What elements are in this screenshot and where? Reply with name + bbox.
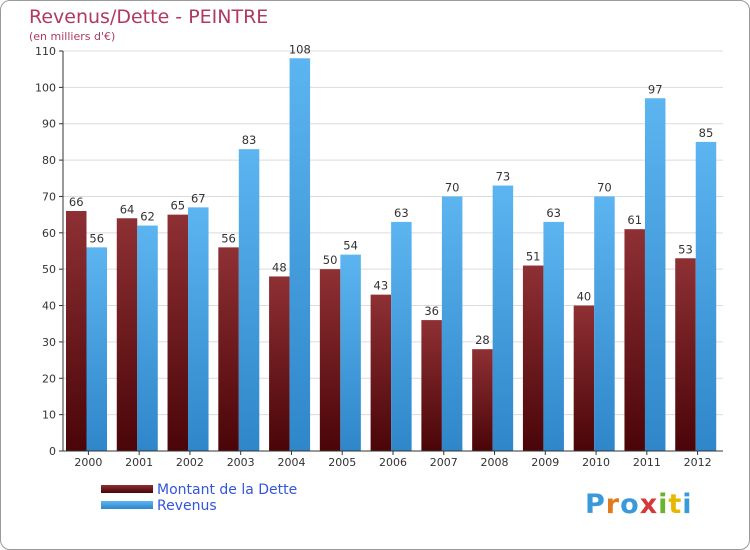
- debt-bar: [624, 229, 645, 451]
- debt-value-label: 56: [221, 231, 236, 245]
- debt-value-label: 53: [678, 242, 693, 256]
- revenue-value-label: 73: [496, 170, 511, 184]
- legend-label-revenue: Revenus: [157, 498, 217, 514]
- debt-value-label: 43: [374, 279, 389, 293]
- logo-letter: x: [639, 489, 659, 520]
- debt-bar: [66, 211, 87, 451]
- debt-bar: [675, 258, 696, 451]
- debt-bar: [573, 305, 595, 451]
- x-tick-label: 2011: [633, 456, 661, 469]
- x-tick-label: 2012: [684, 456, 712, 469]
- y-tick-label: 80: [42, 154, 56, 167]
- y-tick-label: 0: [49, 445, 56, 458]
- revenue-value-label: 63: [546, 206, 561, 220]
- debt-bar: [472, 349, 493, 451]
- x-tick-label: 2004: [277, 456, 305, 469]
- x-tick-label: 2007: [430, 456, 458, 469]
- debt-bar: [421, 320, 442, 451]
- logo-letter: P: [585, 489, 606, 520]
- revenue-bar: [137, 225, 158, 451]
- y-tick-label: 60: [42, 227, 56, 240]
- x-tick-label: 2005: [328, 456, 356, 469]
- legend-label-debt: Montant de la Dette: [157, 482, 298, 498]
- revenue-value-label: 97: [648, 82, 663, 96]
- debt-value-label: 50: [323, 253, 338, 267]
- revenue-value-label: 85: [699, 126, 714, 140]
- x-tick-label: 2010: [582, 456, 610, 469]
- revenue-bar: [289, 58, 311, 451]
- debt-value-label: 40: [577, 290, 592, 304]
- y-tick-label: 20: [42, 372, 56, 385]
- revenue-bar: [340, 254, 361, 451]
- revenue-value-label: 62: [140, 210, 155, 224]
- revenue-bar: [86, 247, 107, 451]
- debt-value-label: 66: [69, 195, 84, 209]
- debt-bar: [269, 276, 290, 451]
- revenue-bar: [441, 196, 463, 451]
- revenue-bar: [238, 149, 260, 451]
- logo-letter: i: [682, 489, 693, 520]
- y-tick-label: 90: [42, 118, 56, 131]
- revenue-value-label: 108: [289, 42, 311, 56]
- y-tick-label: 30: [42, 336, 56, 349]
- logo-letter: t: [668, 489, 683, 520]
- debt-value-label: 65: [170, 199, 185, 213]
- revenue-bar: [391, 221, 412, 451]
- debt-bar: [218, 247, 239, 451]
- y-tick-label: 110: [35, 45, 56, 58]
- y-tick-label: 10: [42, 409, 56, 422]
- debt-value-label: 64: [120, 202, 135, 216]
- revenue-bar: [644, 98, 666, 451]
- revenue-bar: [188, 207, 209, 451]
- x-tick-label: 2008: [481, 456, 509, 469]
- debt-value-label: 28: [475, 333, 490, 347]
- x-tick-label: 2000: [74, 456, 102, 469]
- revenue-bar: [594, 196, 615, 451]
- debt-value-label: 36: [424, 304, 439, 318]
- chart-title: Revenus/Dette - PEINTRE: [29, 6, 269, 28]
- legend-swatch-debt: [101, 485, 153, 493]
- y-tick-label: 50: [42, 263, 56, 276]
- y-tick-label: 100: [35, 81, 56, 94]
- logo-letter: r: [605, 489, 621, 520]
- revenue-bar: [543, 221, 564, 451]
- revenue-value-label: 70: [597, 180, 612, 194]
- revenue-value-label: 54: [343, 239, 358, 253]
- logo-letter: o: [620, 489, 640, 520]
- debt-value-label: 61: [627, 213, 642, 227]
- revenue-value-label: 83: [242, 133, 257, 147]
- legend-swatch-revenue: [101, 501, 153, 509]
- revenue-value-label: 70: [445, 180, 460, 194]
- debt-bar: [167, 214, 189, 451]
- revenue-value-label: 67: [191, 191, 206, 205]
- debt-bar: [319, 269, 341, 451]
- x-tick-label: 2001: [125, 456, 153, 469]
- revenue-value-label: 56: [89, 231, 104, 245]
- x-tick-label: 2009: [531, 456, 559, 469]
- y-tick-label: 40: [42, 300, 56, 313]
- debt-value-label: 51: [526, 250, 541, 264]
- logo-letter: i: [658, 489, 669, 520]
- proxiti-logo: Proxiti: [585, 489, 693, 520]
- debt-bar: [522, 265, 544, 451]
- debt-value-label: 48: [272, 260, 287, 274]
- revenue-value-label: 63: [394, 206, 409, 220]
- revenue-bar: [492, 185, 514, 451]
- y-tick-label: 70: [42, 190, 56, 203]
- x-tick-label: 2002: [176, 456, 204, 469]
- revenue-bar: [695, 141, 717, 451]
- debt-bar: [370, 294, 392, 451]
- x-tick-label: 2006: [379, 456, 407, 469]
- debt-bar: [116, 218, 138, 451]
- chart-subtitle: (en milliers d'€): [29, 30, 116, 43]
- x-tick-label: 2003: [227, 456, 255, 469]
